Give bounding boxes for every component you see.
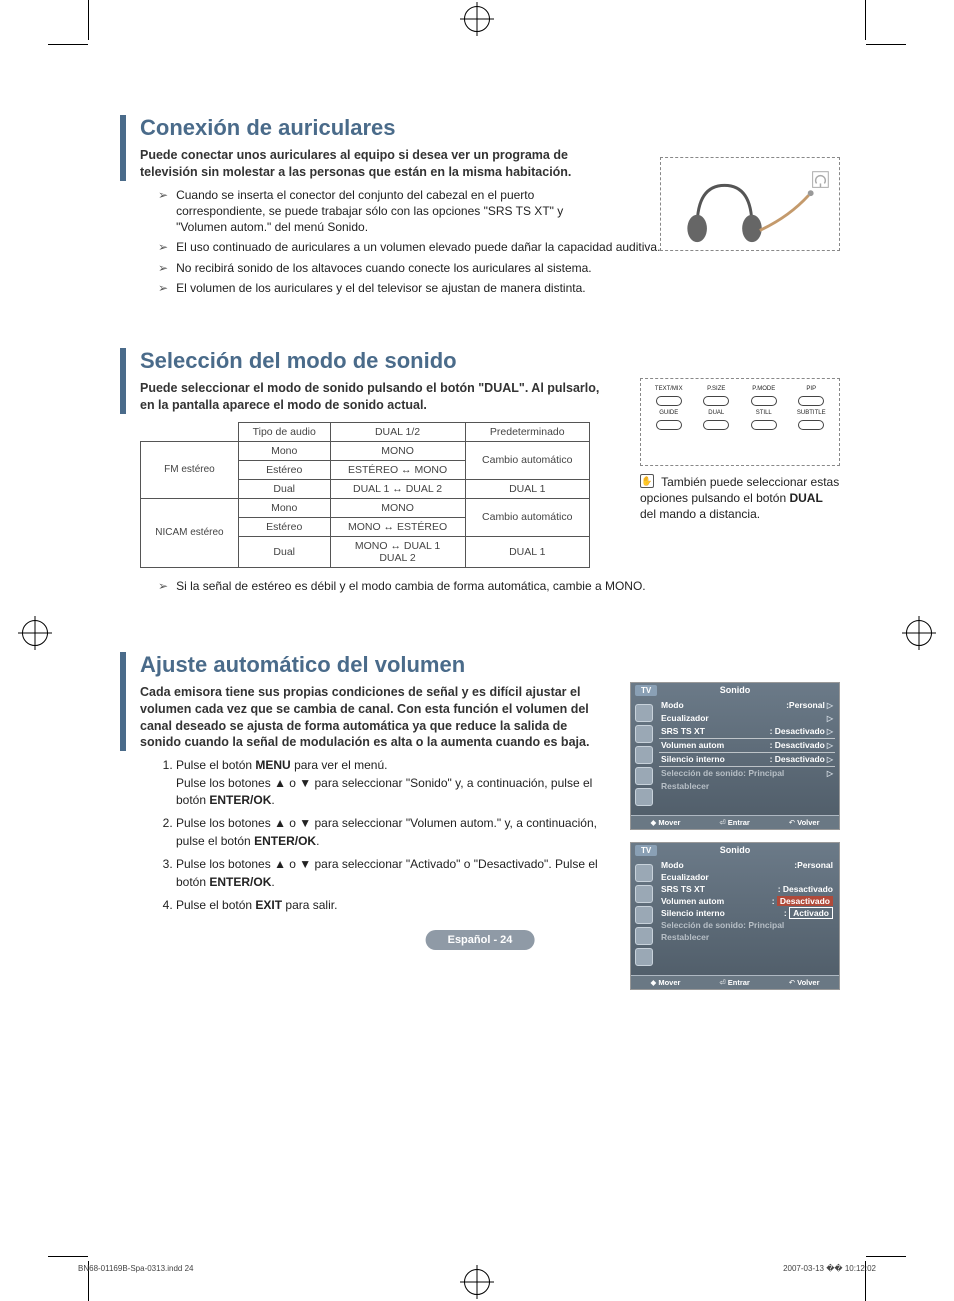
osd-row: SRS TS XT: Desactivado (659, 883, 835, 895)
osd-tv-badge: TV (635, 685, 657, 696)
osd-screenshot-2: TV Sonido Modo:PersonalEcualizadorSRS TS… (630, 842, 840, 990)
osd-footer: ◆ Mover ⏎ Entrar ↶ Volver (631, 815, 839, 829)
tip-bold: DUAL (789, 491, 822, 505)
table-cell: Cambio automático (465, 498, 589, 536)
table-cell: MONO ↔ DUAL 1 DUAL 2 (330, 536, 465, 567)
section-title: Selección del modo de sonido (140, 348, 840, 374)
arrow-icon: ➢ (158, 578, 168, 594)
bullet-note: ➢ El volumen de los auriculares y el del… (158, 280, 840, 296)
section-title: Ajuste automático del volumen (140, 652, 840, 678)
osd-row: Modo:Personal (659, 859, 835, 871)
bullet-note: ➢ Si la señal de estéreo es débil y el m… (158, 578, 840, 594)
audio-mode-table: Tipo de audio DUAL 1/2 Predeterminado FM… (140, 422, 590, 568)
section-lead: Puede seleccionar el modo de sonido puls… (140, 380, 610, 414)
table-cell: Dual (238, 479, 330, 498)
step-item: Pulse el botón MENU para ver el menú.Pul… (176, 757, 608, 809)
table-cell: DUAL 1 (465, 536, 589, 567)
table-header: DUAL 1/2 (330, 422, 465, 441)
section-title: Conexión de auriculares (140, 115, 840, 141)
osd-row: Ecualizador▷ (659, 712, 835, 725)
table-cell: DUAL 1 ↔ DUAL 2 (330, 479, 465, 498)
osd-row: Modo:Personal▷ (659, 699, 835, 712)
remote-hint-icon: ✋ (640, 474, 654, 488)
table-cell: ESTÉREO ↔ MONO (330, 460, 465, 479)
arrow-icon: ➢ (158, 187, 168, 236)
headphone-illustration (660, 157, 840, 251)
osd-row: Restablecer (659, 931, 835, 943)
osd-side-icons (633, 861, 655, 969)
section-headphones: Conexión de auriculares Puede conectar u… (120, 115, 840, 296)
steps-list: Pulse el botón MENU para ver el menú.Pul… (158, 757, 608, 914)
section-sound-mode: Selección del modo de sonido Puede selec… (120, 348, 840, 594)
print-footer: BN68-01169B-Spa-0313.indd 24 2007-03-13 … (78, 1264, 876, 1273)
table-cell: Cambio automático (465, 441, 589, 479)
table-rowgroup: NICAM estéreo (141, 498, 239, 567)
table-cell: Estéreo (238, 517, 330, 536)
osd-footer: ◆ Mover ⏎ Entrar ↶ Volver (631, 975, 839, 989)
osd-row: Volumen autom: Desactivado▷ (659, 739, 835, 753)
osd-row: Silencio interno: Desactivado▷ (659, 753, 835, 767)
osd-row: Volumen autom: Desactivado (659, 895, 835, 907)
table-cell: DUAL 1 (465, 479, 589, 498)
tip-text: del mando a distancia. (640, 507, 760, 521)
page-number-badge: Español - 24 (426, 930, 535, 950)
osd-row: Ecualizador (659, 871, 835, 883)
osd-row: Selección de sonido: Principal▷ (659, 767, 835, 780)
table-cell: MONO (330, 441, 465, 460)
section-lead: Puede conectar unos auriculares al equip… (140, 147, 610, 181)
table-rowgroup: FM estéreo (141, 441, 239, 498)
step-item: Pulse el botón EXIT para salir. (176, 897, 608, 914)
step-item: Pulse los botones ▲ o ▼ para seleccionar… (176, 856, 608, 891)
remote-illustration: TEXT/MIX P.SIZE P.MODE PIP GUIDE DUAL ST… (640, 378, 840, 466)
arrow-icon: ➢ (158, 280, 168, 296)
osd-row: SRS TS XT: Desactivado▷ (659, 725, 835, 739)
osd-title: Sonido (631, 683, 839, 695)
table-cell: Dual (238, 536, 330, 567)
table-cell: Mono (238, 441, 330, 460)
table-cell: MONO (330, 498, 465, 517)
dual-tip: ✋ También puede seleccionar estas opcion… (640, 474, 840, 523)
arrow-icon: ➢ (158, 260, 168, 276)
step-item: Pulse los botones ▲ o ▼ para seleccionar… (176, 815, 608, 850)
table-cell: MONO ↔ ESTÉREO (330, 517, 465, 536)
osd-row: Silencio interno: Activado (659, 907, 835, 919)
table-header: Predeterminado (465, 422, 589, 441)
bullet-note: ➢ No recibirá sonido de los altavoces cu… (158, 260, 840, 276)
osd-tv-badge: TV (635, 845, 657, 856)
osd-screenshot-1: TV Sonido Modo:Personal▷Ecualizador▷SRS … (630, 682, 840, 830)
osd-title: Sonido (631, 843, 839, 855)
section-lead: Cada emisora tiene sus propias condicion… (140, 684, 610, 752)
arrow-icon: ➢ (158, 239, 168, 255)
osd-side-icons (633, 701, 655, 809)
table-header: Tipo de audio (238, 422, 330, 441)
table-cell: Estéreo (238, 460, 330, 479)
page-content: Conexión de auriculares Puede conectar u… (120, 115, 840, 954)
osd-row: Selección de sonido: Principal (659, 919, 835, 931)
footer-right: 2007-03-13 �� 10:12:02 (783, 1264, 876, 1273)
footer-left: BN68-01169B-Spa-0313.indd 24 (78, 1264, 194, 1273)
section-auto-volume: Ajuste automático del volumen Cada emiso… (120, 652, 840, 915)
osd-row: Restablecer (659, 780, 835, 792)
table-cell: Mono (238, 498, 330, 517)
